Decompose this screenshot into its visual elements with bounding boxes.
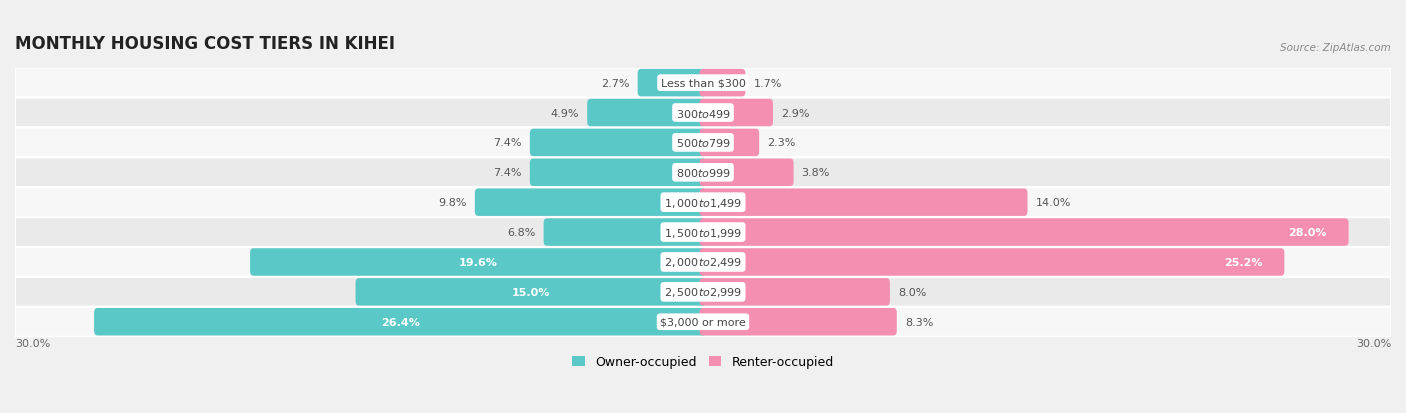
Text: $2,500 to $2,999: $2,500 to $2,999 xyxy=(664,286,742,299)
FancyBboxPatch shape xyxy=(700,129,759,157)
Text: 1.7%: 1.7% xyxy=(754,78,782,88)
Text: 2.9%: 2.9% xyxy=(780,108,810,118)
FancyBboxPatch shape xyxy=(15,247,1391,277)
Text: 19.6%: 19.6% xyxy=(458,257,498,267)
FancyBboxPatch shape xyxy=(15,218,1391,247)
Text: $1,000 to $1,499: $1,000 to $1,499 xyxy=(664,196,742,209)
FancyBboxPatch shape xyxy=(700,219,1348,246)
FancyBboxPatch shape xyxy=(700,189,1028,216)
FancyBboxPatch shape xyxy=(15,69,1391,98)
Text: 8.3%: 8.3% xyxy=(905,317,934,327)
Text: 2.3%: 2.3% xyxy=(768,138,796,148)
Text: Source: ZipAtlas.com: Source: ZipAtlas.com xyxy=(1281,43,1391,52)
Text: 15.0%: 15.0% xyxy=(512,287,550,297)
FancyBboxPatch shape xyxy=(15,188,1391,218)
FancyBboxPatch shape xyxy=(15,98,1391,128)
Text: 7.4%: 7.4% xyxy=(494,138,522,148)
FancyBboxPatch shape xyxy=(700,278,890,306)
FancyBboxPatch shape xyxy=(638,70,706,97)
Text: 8.0%: 8.0% xyxy=(898,287,927,297)
Text: $2,000 to $2,499: $2,000 to $2,499 xyxy=(664,256,742,269)
FancyBboxPatch shape xyxy=(530,129,706,157)
FancyBboxPatch shape xyxy=(700,308,897,336)
FancyBboxPatch shape xyxy=(15,277,1391,307)
Text: 6.8%: 6.8% xyxy=(508,228,536,237)
Text: 25.2%: 25.2% xyxy=(1225,257,1263,267)
FancyBboxPatch shape xyxy=(544,219,706,246)
Text: 30.0%: 30.0% xyxy=(1355,338,1391,348)
FancyBboxPatch shape xyxy=(700,249,1284,276)
Text: 9.8%: 9.8% xyxy=(439,198,467,208)
FancyBboxPatch shape xyxy=(15,158,1391,188)
Text: 30.0%: 30.0% xyxy=(15,338,51,348)
Legend: Owner-occupied, Renter-occupied: Owner-occupied, Renter-occupied xyxy=(568,351,838,374)
Text: 7.4%: 7.4% xyxy=(494,168,522,178)
Text: 26.4%: 26.4% xyxy=(381,317,420,327)
FancyBboxPatch shape xyxy=(700,70,745,97)
Text: $800 to $999: $800 to $999 xyxy=(675,167,731,179)
FancyBboxPatch shape xyxy=(15,307,1391,337)
Text: $1,500 to $1,999: $1,500 to $1,999 xyxy=(664,226,742,239)
Text: 2.7%: 2.7% xyxy=(602,78,630,88)
FancyBboxPatch shape xyxy=(94,308,706,336)
Text: $3,000 or more: $3,000 or more xyxy=(661,317,745,327)
Text: $500 to $799: $500 to $799 xyxy=(675,137,731,149)
FancyBboxPatch shape xyxy=(356,278,706,306)
FancyBboxPatch shape xyxy=(700,159,793,187)
Text: 3.8%: 3.8% xyxy=(801,168,830,178)
FancyBboxPatch shape xyxy=(250,249,706,276)
Text: $300 to $499: $300 to $499 xyxy=(675,107,731,119)
Text: Less than $300: Less than $300 xyxy=(661,78,745,88)
FancyBboxPatch shape xyxy=(475,189,706,216)
FancyBboxPatch shape xyxy=(700,100,773,127)
FancyBboxPatch shape xyxy=(530,159,706,187)
Text: 28.0%: 28.0% xyxy=(1288,228,1327,237)
FancyBboxPatch shape xyxy=(15,128,1391,158)
FancyBboxPatch shape xyxy=(588,100,706,127)
Text: 14.0%: 14.0% xyxy=(1036,198,1071,208)
Text: MONTHLY HOUSING COST TIERS IN KIHEI: MONTHLY HOUSING COST TIERS IN KIHEI xyxy=(15,34,395,52)
Text: 4.9%: 4.9% xyxy=(551,108,579,118)
